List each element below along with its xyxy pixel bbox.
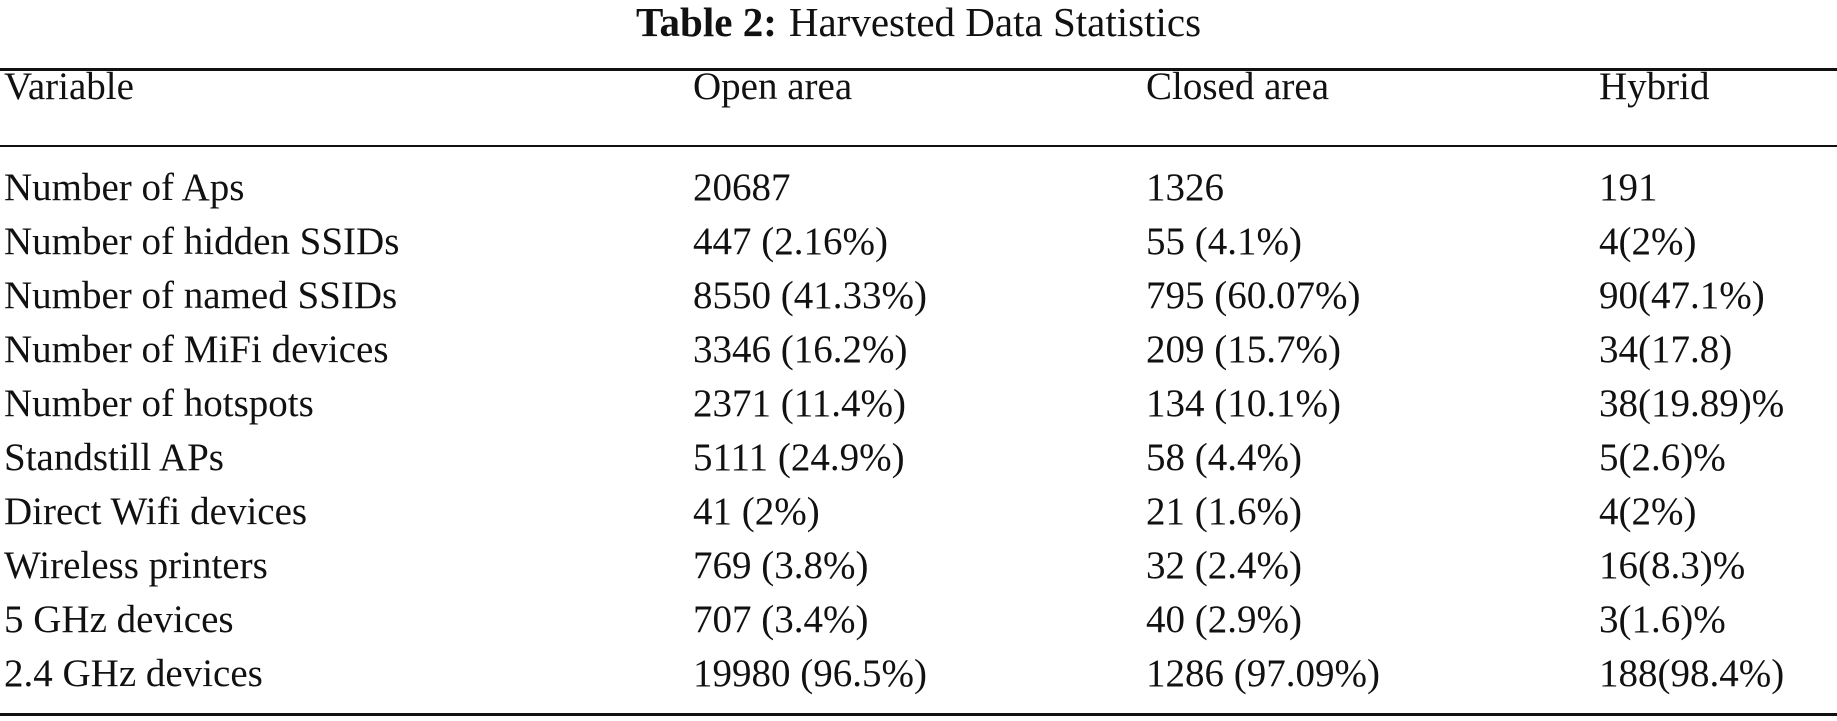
table-row: Number of hidden SSIDs 447 (2.16%) 55 (4… (0, 215, 1837, 269)
table-cell: 795 (60.07%) (1146, 274, 1361, 317)
table-row: 2.4 GHz devices 19980 (96.5%) 1286 (97.0… (0, 647, 1837, 701)
table-cell: 2.4 GHz devices (4, 652, 263, 695)
table-cell: Number of hotspots (4, 382, 314, 425)
table-cell: 3346 (16.2%) (693, 328, 908, 371)
table-caption-label: Table 2: (635, 0, 777, 45)
column-header: Open area (693, 65, 853, 108)
table-cell: 4(2%) (1599, 490, 1697, 533)
table-row: 5 GHz devices 707 (3.4%) 40 (2.9%) 3(1.6… (0, 593, 1837, 647)
table-top-rule (0, 68, 1837, 71)
table-cell: 769 (3.8%) (693, 544, 869, 587)
table-cell: 58 (4.4%) (1146, 436, 1302, 479)
table-cell: 41 (2%) (693, 490, 820, 533)
table-caption: Table 2: Harvested Data Statistics (0, 0, 1837, 52)
table-row: Number of named SSIDs 8550 (41.33%) 795 … (0, 269, 1837, 323)
table-row: Wireless printers 769 (3.8%) 32 (2.4%) 1… (0, 539, 1837, 593)
table-cell: 2371 (11.4%) (693, 382, 907, 425)
table-cell: 209 (15.7%) (1146, 328, 1341, 371)
table-cell: Number of named SSIDs (4, 274, 398, 317)
table-cell: Wireless printers (4, 544, 268, 587)
table-cell: 34(17.8) (1599, 328, 1733, 371)
table-cell: 1286 (97.09%) (1146, 652, 1380, 695)
table-cell: Number of Aps (4, 166, 245, 209)
table-header-rule (0, 145, 1837, 147)
table-cell: 20687 (693, 166, 791, 209)
column-header: Hybrid (1599, 65, 1710, 108)
table-cell: 5111 (24.9%) (693, 436, 905, 479)
table-cell: 21 (1.6%) (1146, 490, 1302, 533)
table-cell: 8550 (41.33%) (693, 274, 927, 317)
table-cell: 707 (3.4%) (693, 598, 869, 641)
table-cell: Number of hidden SSIDs (4, 220, 400, 263)
table-row: Number of MiFi devices 3346 (16.2%) 209 … (0, 323, 1837, 377)
column-header: Variable (4, 65, 134, 108)
table-caption-text: Harvested Data Statistics (788, 0, 1202, 45)
table-header-row: Variable Open area Closed area Hybrid (0, 60, 1837, 114)
table-cell: Number of MiFi devices (4, 328, 389, 371)
table-cell: 32 (2.4%) (1146, 544, 1302, 587)
table-cell: 1326 (1146, 166, 1224, 209)
table-row: Standstill APs 5111 (24.9%) 58 (4.4%) 5(… (0, 431, 1837, 485)
table-cell: 191 (1599, 166, 1658, 209)
table-row: Direct Wifi devices 41 (2%) 21 (1.6%) 4(… (0, 485, 1837, 539)
table-cell: 4(2%) (1599, 220, 1697, 263)
table-cell: 55 (4.1%) (1146, 220, 1302, 263)
table-cell: 5 GHz devices (4, 598, 234, 641)
table-cell: 16(8.3)% (1599, 544, 1746, 587)
table-cell: 3(1.6)% (1599, 598, 1726, 641)
table-row: Number of hotspots 2371 (11.4%) 134 (10.… (0, 377, 1837, 431)
table-cell: Standstill APs (4, 436, 224, 479)
table-row: Number of Aps 20687 1326 191 (0, 161, 1837, 215)
column-header: Closed area (1146, 65, 1330, 108)
table-cell: 90(47.1%) (1599, 274, 1765, 317)
table-bottom-rule (0, 713, 1837, 716)
table-cell: 188(98.4%) (1599, 652, 1785, 695)
table-cell: 5(2.6)% (1599, 436, 1726, 479)
table-cell: 447 (2.16%) (693, 220, 888, 263)
table-cell: 19980 (96.5%) (693, 652, 927, 695)
table-cell: Direct Wifi devices (4, 490, 308, 533)
table-cell: 134 (10.1%) (1146, 382, 1341, 425)
table-cell: 38(19.89)% (1599, 382, 1785, 425)
table-cell: 40 (2.9%) (1146, 598, 1302, 641)
